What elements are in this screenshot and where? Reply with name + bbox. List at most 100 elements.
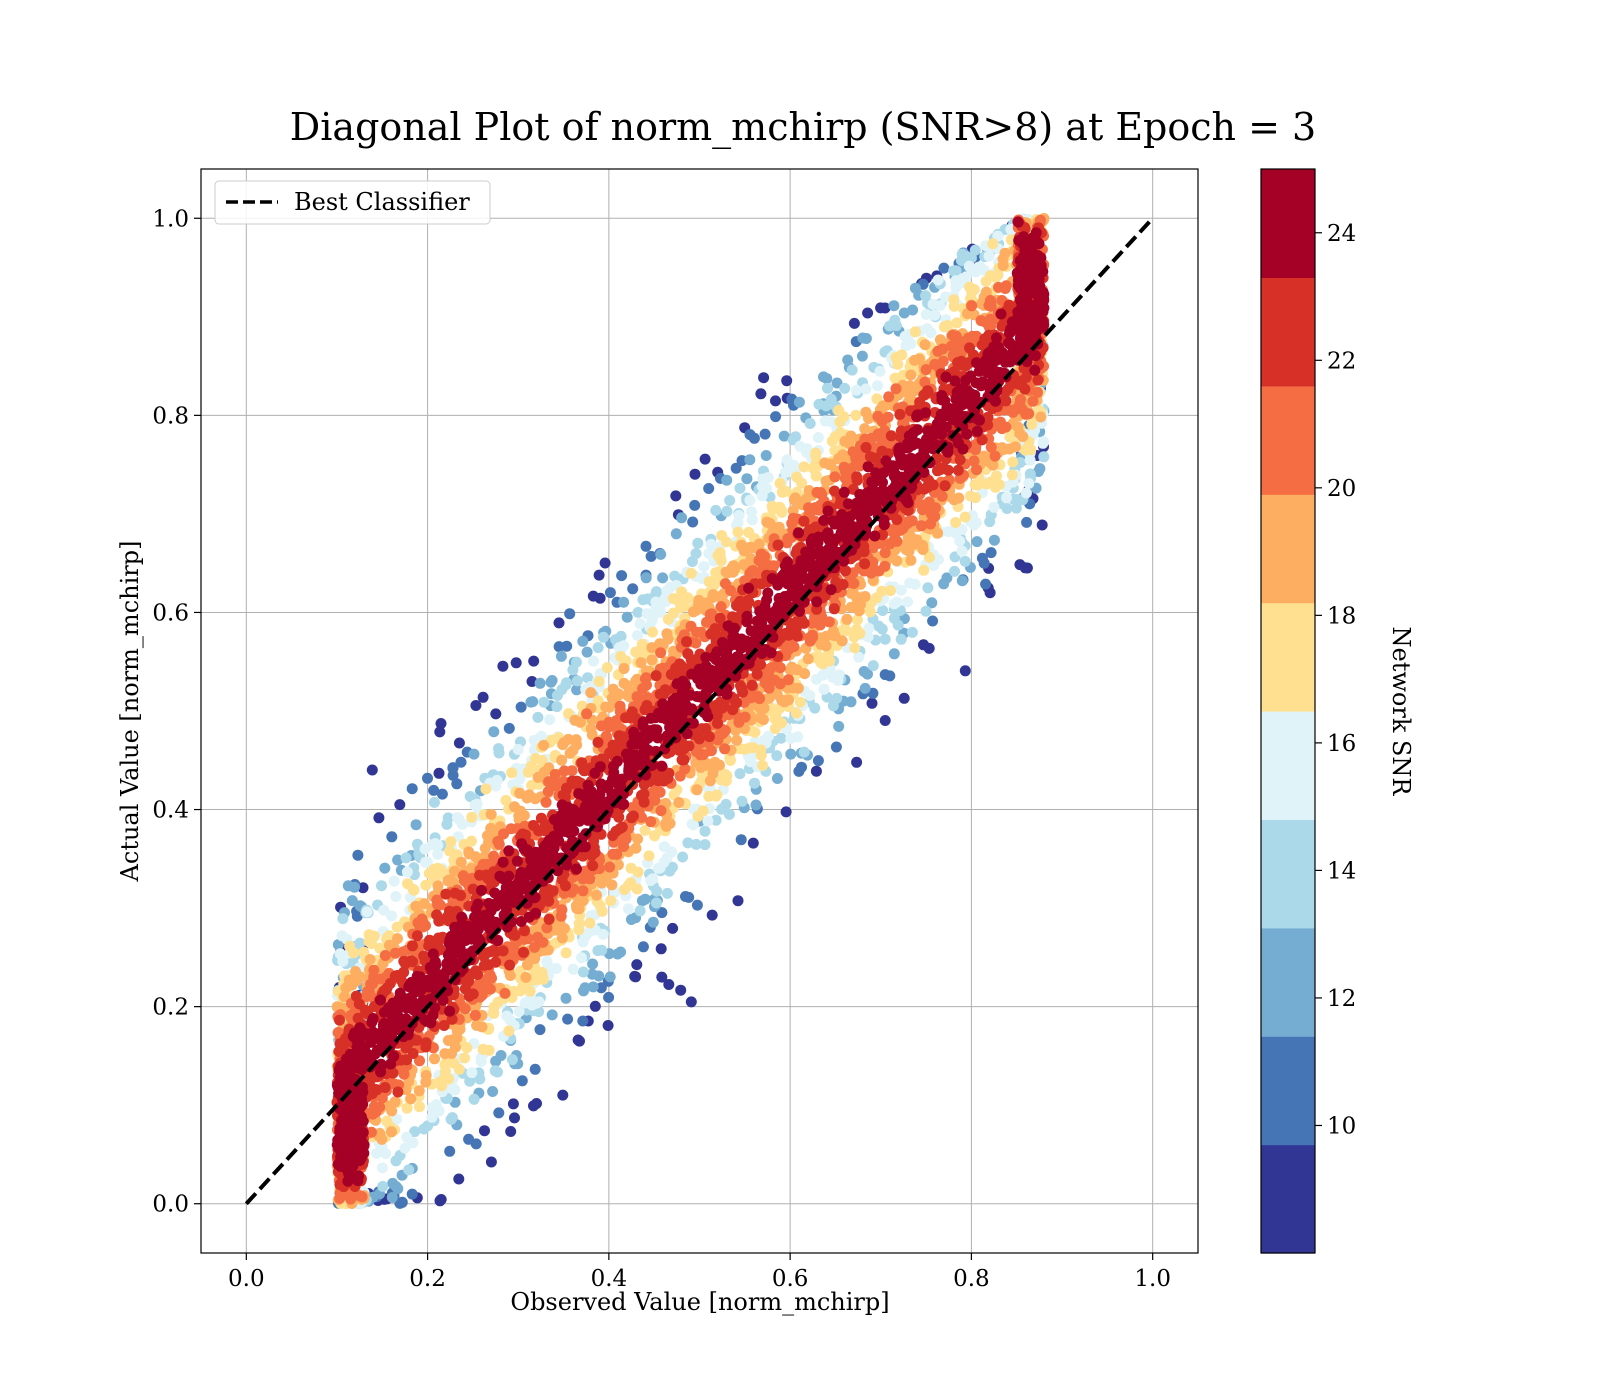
scatter-point xyxy=(771,773,783,784)
scatter-point xyxy=(782,641,794,653)
scatter-point xyxy=(757,760,769,771)
scatter-point xyxy=(376,880,387,892)
scatter-point xyxy=(394,1197,406,1209)
scatter-point xyxy=(534,1024,546,1036)
scatter-point xyxy=(706,909,718,921)
scatter-point xyxy=(810,765,822,777)
scatter-point xyxy=(655,606,666,618)
scatter-point xyxy=(571,739,583,751)
scatter-point xyxy=(513,1006,525,1018)
scatter-point xyxy=(676,512,688,524)
scatter-point xyxy=(863,622,875,634)
scatter-point xyxy=(891,535,903,547)
scatter-point xyxy=(407,940,418,952)
scatter-point xyxy=(387,1177,399,1189)
scatter-point xyxy=(760,450,772,461)
scatter-point xyxy=(392,1086,404,1098)
scatter-point xyxy=(780,806,792,818)
scatter-point xyxy=(879,669,891,681)
scatter-point xyxy=(818,683,830,695)
scatter-point xyxy=(640,540,652,552)
scatter-point xyxy=(651,770,663,782)
scatter-point xyxy=(689,468,701,480)
scatter-point xyxy=(466,1067,478,1079)
scatter-point xyxy=(453,737,465,749)
scatter-point xyxy=(746,565,758,577)
scatter-point xyxy=(763,682,775,694)
scatter-point xyxy=(625,914,637,925)
scatter-point xyxy=(811,486,823,498)
scatter-point xyxy=(1021,562,1033,574)
scatter-point xyxy=(564,608,576,620)
scatter-point xyxy=(716,530,728,541)
scatter-point xyxy=(759,428,771,440)
scatter-point xyxy=(951,317,963,329)
scatter-point xyxy=(650,586,662,598)
scatter-point xyxy=(361,906,373,918)
scatter-point xyxy=(725,585,737,596)
scatter-point xyxy=(604,861,616,873)
scatter-point xyxy=(778,430,790,442)
scatter-point xyxy=(420,1037,432,1049)
scatter-point xyxy=(625,862,637,874)
scatter-point xyxy=(678,741,690,753)
scatter-point xyxy=(798,617,810,629)
scatter-point xyxy=(468,748,480,760)
scatter-point xyxy=(492,835,504,847)
scatter-point xyxy=(894,408,906,420)
scatter-point xyxy=(699,453,711,465)
scatter-point xyxy=(542,786,554,797)
scatter-point xyxy=(664,865,676,877)
scatter-point xyxy=(429,838,441,849)
scatter-point xyxy=(846,364,858,376)
scatter-point xyxy=(680,891,691,902)
scatter-point xyxy=(455,856,467,868)
scatter-point xyxy=(776,506,788,518)
scatter-point xyxy=(579,931,591,943)
scatter-point xyxy=(885,585,896,597)
scatter-point xyxy=(581,708,593,720)
scatter-point xyxy=(543,913,555,925)
scatter-point xyxy=(556,932,568,944)
scatter-point xyxy=(1012,216,1024,228)
scatter-point xyxy=(1020,487,1032,499)
scatter-point xyxy=(578,765,590,777)
scatter-point xyxy=(604,971,616,983)
scatter-point xyxy=(632,833,644,845)
scatter-point xyxy=(510,657,522,669)
scatter-point xyxy=(801,443,813,455)
scatter-point xyxy=(841,613,853,625)
scatter-point xyxy=(811,596,823,608)
scatter-point xyxy=(856,350,868,362)
scatter-point xyxy=(873,565,885,577)
scatter-point xyxy=(762,472,774,483)
scatter-point xyxy=(776,486,788,498)
scatter-point xyxy=(504,959,516,971)
scatter-point xyxy=(771,750,783,762)
scatter-point xyxy=(652,785,664,796)
scatter-point xyxy=(368,930,380,942)
scatter-point xyxy=(584,917,596,929)
scatter-point xyxy=(656,907,668,919)
scatter-point xyxy=(378,904,390,916)
scatter-points xyxy=(331,213,1050,1210)
scatter-point xyxy=(839,382,851,394)
scatter-point xyxy=(504,970,516,981)
scatter-point xyxy=(615,651,627,662)
scatter-point xyxy=(991,470,1002,482)
scatter-point xyxy=(950,517,962,528)
scatter-point xyxy=(657,572,669,584)
scatter-point xyxy=(869,530,881,542)
scatter-point xyxy=(612,689,624,701)
scatter-point xyxy=(933,554,944,566)
scatter-point xyxy=(948,265,960,277)
scatter-point xyxy=(646,654,658,666)
scatter-point xyxy=(615,630,627,642)
scatter-point xyxy=(907,304,919,316)
scatter-point xyxy=(604,587,616,599)
scatter-point xyxy=(687,819,699,831)
scatter-point xyxy=(942,320,954,331)
scatter-point xyxy=(721,474,733,486)
scatter-point xyxy=(587,860,599,872)
scatter-point xyxy=(593,569,605,581)
